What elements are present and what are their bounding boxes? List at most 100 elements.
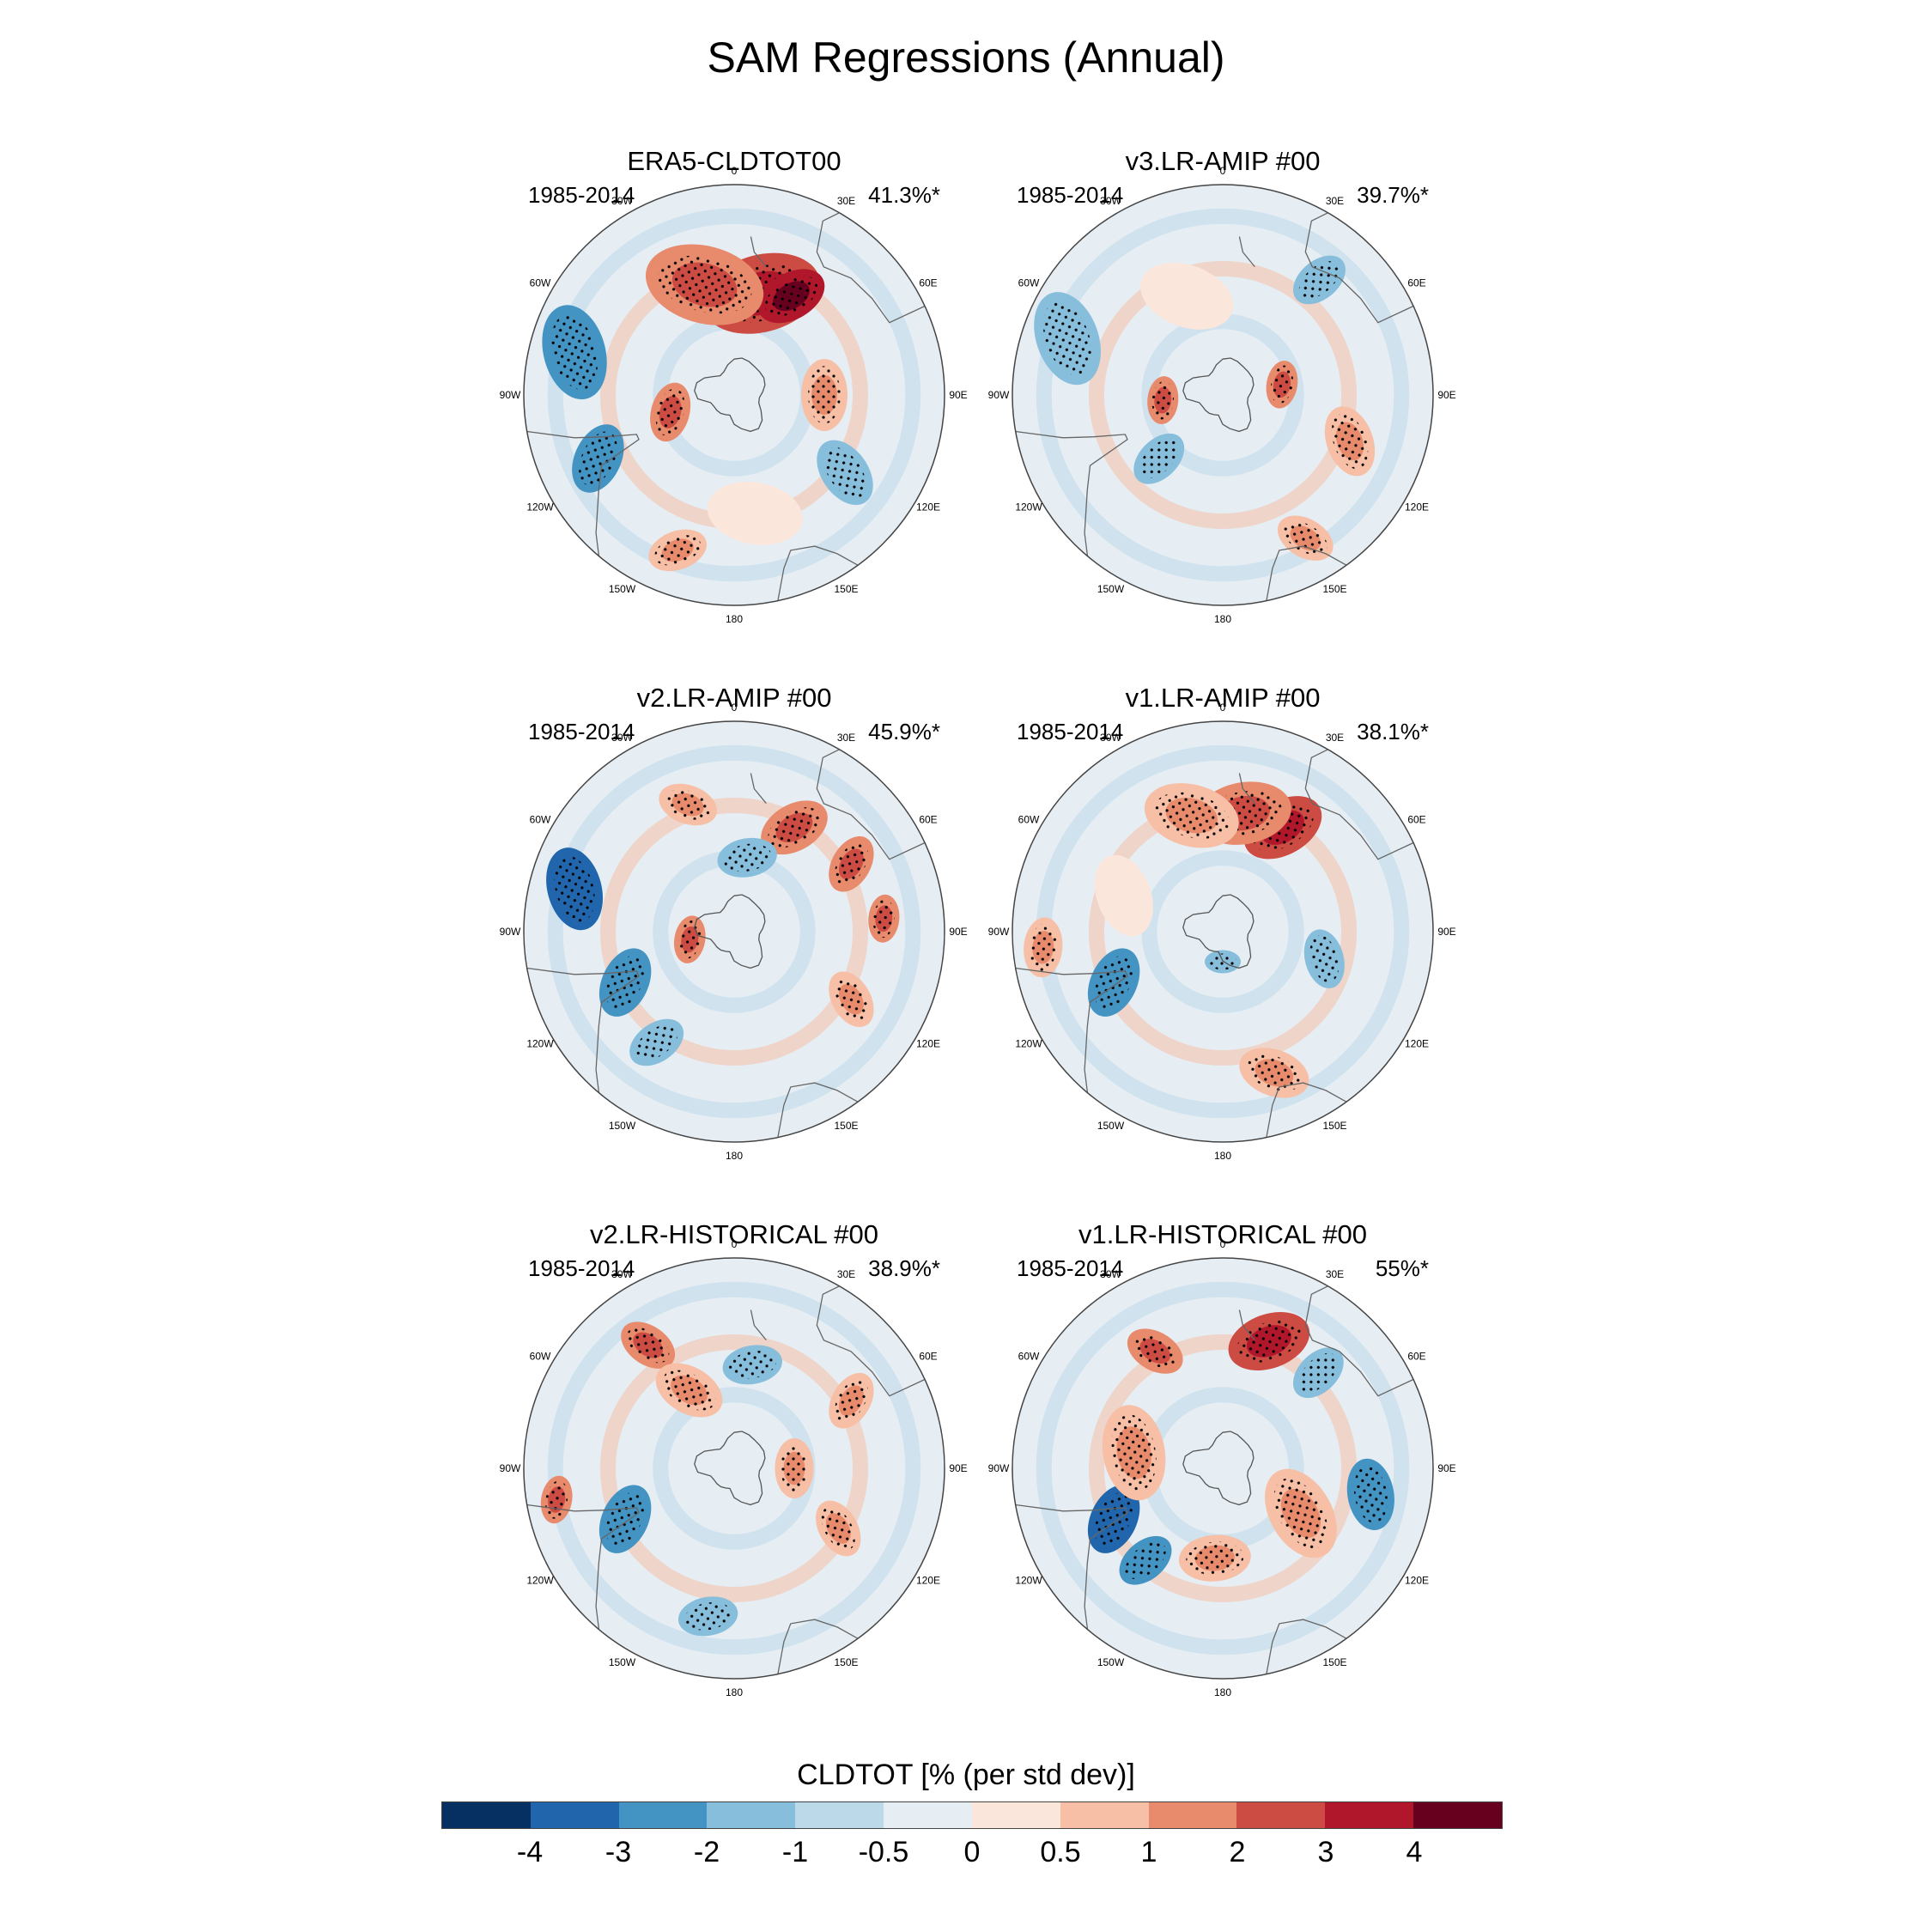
- significance-stipple: [1042, 301, 1092, 376]
- significance-stipple: [764, 276, 818, 317]
- anomaly-region: [1140, 263, 1234, 330]
- anomaly-band: [547, 744, 921, 1119]
- panel-title: v2.LR-AMIP #00: [636, 683, 832, 713]
- colorbar-tick-label: -3: [605, 1836, 632, 1868]
- longitude-label: 180: [1214, 613, 1231, 625]
- significance-stipple: [1154, 792, 1230, 839]
- longitude-label: 0: [1220, 165, 1226, 177]
- longitude-label: 150E: [1322, 1120, 1346, 1132]
- significance-stipple: [823, 447, 866, 498]
- colorbar-tick-label: 1: [1140, 1836, 1157, 1868]
- polar-map: 0 30E 60E 90E 120E 150E 180 150W 120W 90W 60W 30W: [988, 1238, 1456, 1698]
- africa-outline: [1266, 1082, 1347, 1138]
- longitude-label: 180: [726, 1150, 743, 1162]
- longitude-label: 60W: [1018, 277, 1040, 289]
- anomaly-band: [547, 208, 921, 582]
- significance-stipple: [781, 1444, 808, 1492]
- polar-map: 0 30E 60E 90E 120E 150E 180 150W 120W 90W 60W 30W: [500, 702, 968, 1162]
- anomaly-band: [1036, 208, 1410, 582]
- colorbar-box: [530, 1802, 619, 1828]
- anomaly-band: [1089, 1334, 1357, 1602]
- longitude-label: 120E: [1405, 1575, 1429, 1587]
- south-america-outline: [526, 430, 640, 556]
- longitude-label: 60W: [1018, 1351, 1040, 1363]
- colorbar-box: [442, 1802, 531, 1828]
- significance-stipple: [723, 843, 771, 872]
- significance-stipple: [834, 977, 868, 1022]
- longitude-label: 90E: [1437, 926, 1455, 938]
- anomaly-band: [600, 798, 868, 1066]
- colorbar-tick-label: 2: [1229, 1836, 1246, 1868]
- longitude-label: 120E: [916, 1038, 940, 1050]
- significance-stipple: [683, 1602, 732, 1631]
- longitude-label: 120W: [526, 1575, 554, 1587]
- significance-stipple: [1236, 1320, 1302, 1363]
- map-border: [523, 184, 945, 606]
- polar-map: 0 30E 60E 90E 120E 150E 180 150W 120W 90W 60W 30W: [500, 1238, 968, 1698]
- longitude-label: 150W: [609, 1656, 636, 1668]
- significance-stipple: [1208, 953, 1237, 970]
- significance-stipple: [1125, 1541, 1166, 1579]
- longitude-label: 150E: [834, 1656, 858, 1668]
- longitude-label: 150W: [609, 1120, 636, 1132]
- longitude-label: 60W: [530, 1351, 551, 1363]
- panel-period: 1985-2014: [1017, 719, 1124, 744]
- longitude-label: 90W: [988, 389, 1010, 401]
- significance-stipple: [605, 1492, 645, 1546]
- panel-variance-explained: 45.9%*: [868, 719, 940, 744]
- longitude-label: 30E: [837, 732, 855, 744]
- antarctica-coastline: [1182, 357, 1255, 433]
- map-panel: ERA5-CLDTOT00 1985-2014 41.3%* 0 30E 60E 90E 12…: [494, 146, 975, 661]
- longitude-label: 90E: [949, 389, 967, 401]
- longitude-label: 0: [1220, 1238, 1226, 1250]
- africa-outline: [777, 545, 859, 601]
- significance-stipple: [551, 314, 598, 390]
- panel-period: 1985-2014: [528, 719, 635, 744]
- significance-stipple: [554, 855, 595, 922]
- longitude-label: 150E: [1322, 1656, 1346, 1668]
- significance-stipple: [1283, 521, 1327, 556]
- colorbar-box: [1148, 1802, 1237, 1828]
- panel-title: ERA5-CLDTOT00: [627, 146, 841, 176]
- significance-stipple: [1298, 1352, 1339, 1393]
- new-zealand-outline: [750, 1309, 767, 1341]
- new-zealand-outline: [1238, 773, 1255, 805]
- colorbar-box: [618, 1802, 708, 1828]
- anomaly-region: [707, 482, 803, 545]
- longitude-label: 0: [732, 165, 738, 177]
- longitude-label: 120E: [916, 501, 940, 513]
- significance-stipple: [665, 789, 711, 820]
- panel-variance-explained: 55%*: [1375, 1255, 1429, 1281]
- colorbar-tick-label: -1: [781, 1836, 809, 1868]
- longitude-label: 30W: [611, 732, 633, 744]
- longitude-label: 30W: [611, 1268, 633, 1280]
- colorbar-box: [1236, 1802, 1326, 1828]
- polar-map: 0 30E 60E 90E 120E 150E 180 150W 120W 90W 60W 30W: [988, 165, 1456, 625]
- australia-outline: [1304, 1285, 1414, 1397]
- longitude-label: 180: [726, 613, 743, 625]
- significance-stipple: [1331, 413, 1369, 470]
- significance-stipple: [662, 1370, 716, 1411]
- significance-stipple: [655, 388, 685, 436]
- longitude-label: 90W: [988, 926, 1010, 938]
- longitude-label: 90W: [500, 1462, 521, 1474]
- longitude-label: 0: [732, 1238, 738, 1250]
- longitude-label: 60E: [919, 814, 937, 826]
- antarctica-coastline: [694, 1431, 766, 1506]
- longitude-label: 120W: [526, 1038, 554, 1050]
- longitude-label: 60E: [1407, 1351, 1425, 1363]
- panel-period: 1985-2014: [1017, 182, 1124, 208]
- significance-stipple: [635, 1024, 678, 1060]
- colorbar-tick-label: -4: [516, 1836, 544, 1868]
- longitude-label: 180: [1214, 1686, 1231, 1698]
- colorbar-tick-label: 0.5: [1040, 1836, 1081, 1868]
- longitude-label: 90E: [1437, 1462, 1455, 1474]
- colorbar-box: [1413, 1802, 1502, 1828]
- anomaly-region: [1094, 854, 1153, 937]
- longitude-label: 150E: [834, 1120, 858, 1132]
- longitude-label: 90E: [949, 1462, 967, 1474]
- longitude-label: 180: [726, 1686, 743, 1698]
- significance-stipple: [834, 841, 868, 886]
- longitude-label: 30W: [1100, 1268, 1121, 1280]
- longitude-label: 60E: [1407, 277, 1425, 289]
